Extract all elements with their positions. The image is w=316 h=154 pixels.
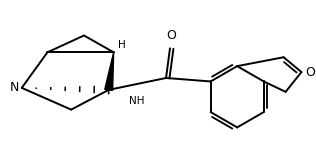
Text: N: N [9,81,19,94]
Text: O: O [166,29,176,42]
Text: H: H [118,40,125,50]
Polygon shape [105,52,114,90]
Text: NH: NH [129,96,144,106]
Text: O: O [305,66,315,79]
